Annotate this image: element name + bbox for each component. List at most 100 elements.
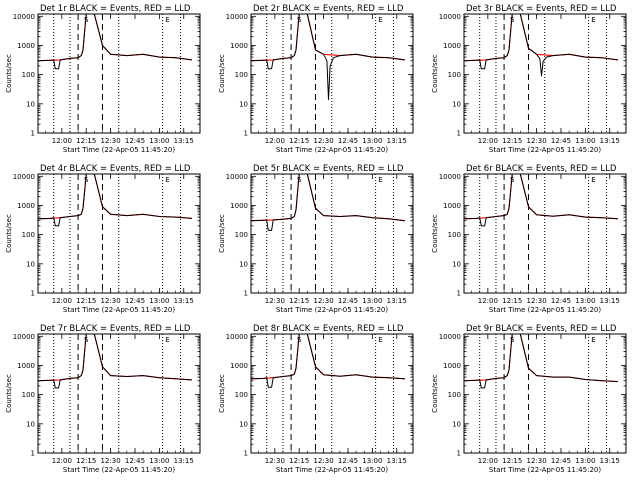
x-tick-label: 12:30 [527,457,547,465]
plot-frame [463,333,627,454]
annotation-label: S [84,16,89,24]
x-tick-label: 12:15 [502,297,522,305]
x-tick-label: 13:15 [174,297,194,305]
guide-lines [479,334,607,453]
chart-title: Det 2r BLACK = Events, RED = LLD [253,4,404,14]
x-tick-label: 12:45 [125,137,145,145]
series-line-events [251,334,405,388]
annotation-label: E [591,16,595,24]
y-tick-label: 10000 [226,13,248,21]
y-tick-label: 1 [457,130,461,138]
x-tick-label: 12:15 [76,457,96,465]
x-tick-label: 13:00 [575,457,595,465]
x-tick-label: 12:30 [265,457,285,465]
x-tick-label: 13:00 [149,457,169,465]
annotation-label: S [297,176,302,184]
y-tick-label: 1000 [230,202,248,210]
panel-det-6: Det 6r BLACK = Events, RED = LLD S E 1 10 100… [431,164,627,314]
x-tick-label: 13:15 [387,137,407,145]
y-tick-label: 1000 [443,362,461,370]
y-tick-label: 100 [235,231,248,239]
plot-frame [37,333,201,454]
y-tick-label: 1 [31,450,35,458]
annotation-label: E [165,16,169,24]
x-tick-label: 12:30 [101,297,121,305]
plot-frame [250,173,414,294]
x-axis-label: Start Time (22-Apr-05 11:45:20) [276,306,388,314]
y-tick-label: 100 [235,391,248,399]
x-tick-label: 13:15 [387,457,407,465]
y-axis-label: Counts/sec [431,374,439,413]
x-tick-label: 13:15 [600,297,620,305]
x-tick-label: 12:15 [76,137,96,145]
y-tick-label: 10000 [439,173,461,181]
x-axis-label: Start Time (22-Apr-05 11:45:20) [276,466,388,474]
guide-lines [266,174,394,293]
x-tick-label: 13:00 [149,137,169,145]
x-tick-label: 12:00 [52,137,72,145]
y-tick-label: 1 [457,450,461,458]
series-line-events [38,174,192,227]
guide-lines [53,14,181,133]
x-tick-label: 12:45 [125,297,145,305]
annotation-label: S [297,16,302,24]
annotation-label: E [378,16,382,24]
series-line-events [38,14,192,70]
panel-det-2: Det 2r BLACK = Events, RED = LLD S E 1 10 100… [218,4,414,154]
x-tick-label: 12:15 [502,457,522,465]
chart-title: Det 9r BLACK = Events, RED = LLD [466,324,617,334]
x-tick-label: 13:00 [362,137,382,145]
x-tick-label: 12:15 [289,297,309,305]
y-tick-label: 100 [22,231,35,239]
y-tick-label: 10000 [226,173,248,181]
x-tick-label: 12:30 [527,297,547,305]
series-line-events [251,14,405,101]
x-tick-label: 12:30 [314,457,334,465]
panel-det-7: Det 7r BLACK = Events, RED = LLD S E 1 10 100… [5,324,201,474]
y-tick-label: 1 [244,130,248,138]
series-group [251,334,405,388]
panel-det-5: Det 5r BLACK = Events, RED = LLD S E 1 10 100… [218,164,414,314]
y-tick-label: 100 [448,71,461,79]
x-tick-label: 12:15 [289,137,309,145]
series-group [464,14,618,77]
y-axis-label: Counts/sec [431,214,439,253]
chart-title: Det 5r BLACK = Events, RED = LLD [253,164,404,174]
chart-title: Det 7r BLACK = Events, RED = LLD [40,324,191,334]
y-tick-label: 1 [244,450,248,458]
y-tick-label: 1 [244,290,248,298]
y-tick-label: 10000 [226,333,248,341]
x-tick-label: 13:00 [575,297,595,305]
panel-det-9: Det 9r BLACK = Events, RED = LLD S E 1 10 100… [431,324,627,474]
x-tick-label: 12:00 [265,137,285,145]
x-tick-label: 13:15 [387,297,407,305]
y-axis-label: Counts/sec [218,54,226,93]
x-axis-label: Start Time (22-Apr-05 11:45:20) [489,146,601,154]
x-tick-label: 13:00 [149,297,169,305]
annotation-label: S [84,336,89,344]
y-tick-label: 1000 [17,362,35,370]
x-tick-label: 12:45 [125,457,145,465]
plot-frame [250,333,414,454]
annotation-label: S [84,176,89,184]
series-line-events [464,334,618,389]
x-tick-label: 12:45 [338,137,358,145]
y-tick-label: 10 [452,260,461,268]
series-group [38,334,192,389]
x-tick-label: 12:30 [314,297,334,305]
panel-det-3: Det 3r BLACK = Events, RED = LLD S E 1 10 100… [431,4,627,154]
guide-lines [53,174,181,293]
x-tick-label: 12:00 [52,457,72,465]
annotation-label: S [297,336,302,344]
chart-title: Det 3r BLACK = Events, RED = LLD [466,4,617,14]
plot-frame [37,13,201,134]
guide-lines [266,334,394,453]
guide-lines [479,174,607,293]
x-axis-label: Start Time (22-Apr-05 11:45:20) [63,306,175,314]
x-tick-label: 12:00 [52,297,72,305]
y-tick-label: 10 [452,100,461,108]
y-tick-label: 1 [31,130,35,138]
series-group [464,334,618,389]
chart-title: Det 8r BLACK = Events, RED = LLD [253,324,404,334]
series-group [38,14,192,70]
